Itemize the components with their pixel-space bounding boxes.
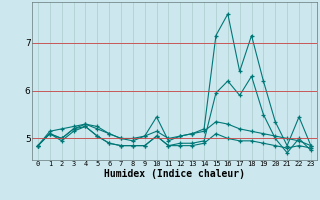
X-axis label: Humidex (Indice chaleur): Humidex (Indice chaleur): [104, 169, 245, 179]
